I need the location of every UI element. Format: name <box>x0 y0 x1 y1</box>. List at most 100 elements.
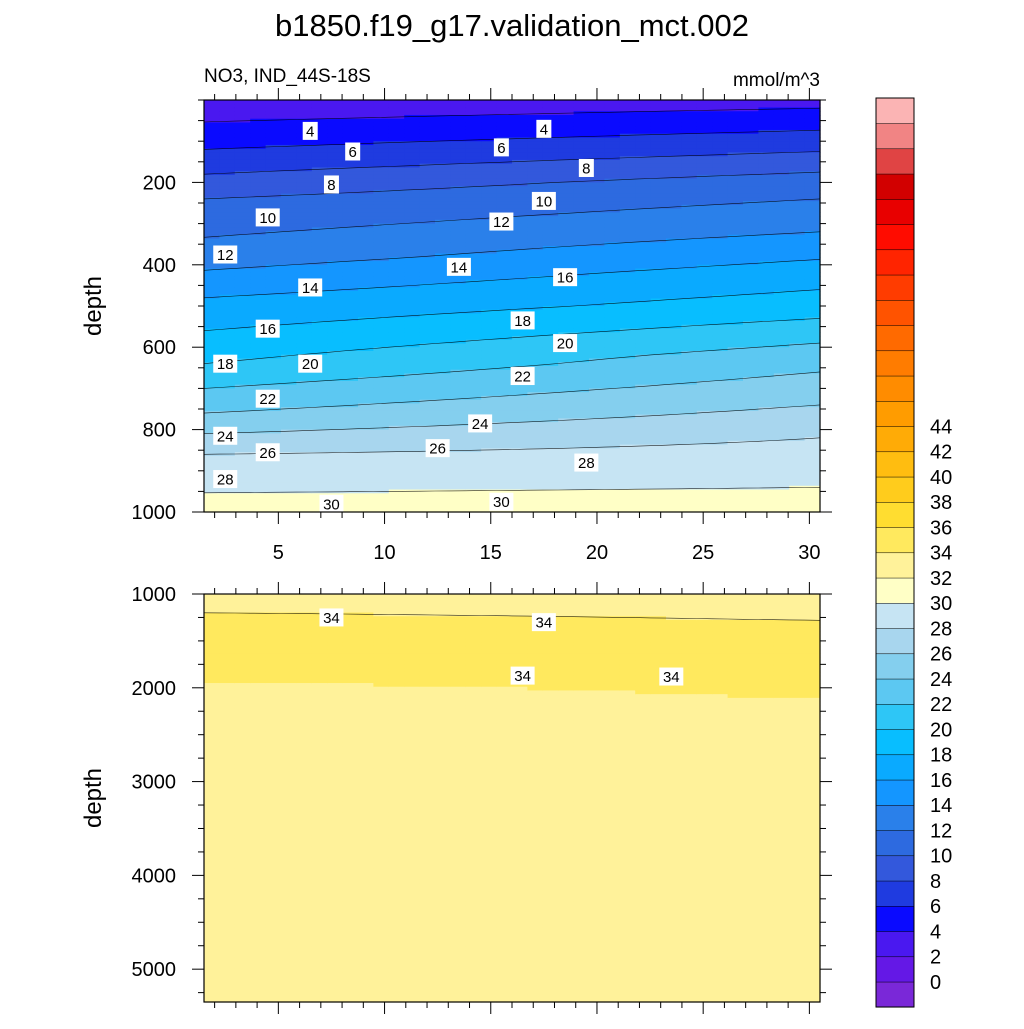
field-cell <box>373 149 389 153</box>
field-cell <box>296 486 312 490</box>
field-cell <box>789 111 805 115</box>
field-cell <box>435 171 451 175</box>
field-cell <box>620 141 636 145</box>
field-cell <box>497 433 513 437</box>
field-cell <box>512 107 528 111</box>
field-cell <box>635 171 651 175</box>
field-cell <box>235 141 251 145</box>
field-cell <box>805 310 821 314</box>
field-cell <box>604 287 620 291</box>
field-cell <box>666 186 682 190</box>
field-cell <box>420 475 436 479</box>
field-cell <box>481 347 497 351</box>
field-cell <box>620 497 636 501</box>
field-cell <box>651 254 667 258</box>
field-cell <box>327 456 343 460</box>
field-cell <box>235 650 251 654</box>
field-cell <box>420 111 436 115</box>
field-cell <box>681 347 697 351</box>
field-cell <box>805 460 821 464</box>
field-cell <box>450 475 466 479</box>
field-cell <box>666 261 682 265</box>
field-cell <box>219 939 235 943</box>
field-cell <box>481 284 497 288</box>
field-cell <box>527 403 543 407</box>
field-cell <box>435 328 451 332</box>
field-cell <box>420 287 436 291</box>
field-cell <box>219 739 235 743</box>
field-cell <box>789 115 805 119</box>
field-cell <box>266 186 282 190</box>
field-cell <box>343 445 359 449</box>
field-cell <box>481 269 497 273</box>
field-cell <box>681 179 697 183</box>
field-cell <box>404 182 420 186</box>
field-cell <box>527 265 543 269</box>
field-cell <box>512 242 528 246</box>
field-cell <box>389 291 405 295</box>
field-cell <box>281 134 297 138</box>
field-cell <box>281 156 297 160</box>
field-cell <box>204 598 220 602</box>
field-cell <box>389 201 405 205</box>
field-cell <box>435 373 451 377</box>
field-cell <box>296 212 312 216</box>
field-cell <box>805 328 821 332</box>
field-cell <box>743 257 759 261</box>
field-cell <box>420 460 436 464</box>
field-cell <box>497 328 513 332</box>
field-cell <box>404 205 420 209</box>
field-cell <box>651 355 667 359</box>
field-cell <box>219 980 235 984</box>
field-cell <box>235 616 251 620</box>
field-cell <box>758 418 774 422</box>
field-cell <box>697 452 713 456</box>
field-cell <box>651 272 667 276</box>
field-cell <box>435 493 451 497</box>
field-cell <box>435 107 451 111</box>
field-cell <box>389 197 405 201</box>
field-cell <box>635 160 651 164</box>
field-cell <box>250 418 266 422</box>
field-cell <box>743 370 759 374</box>
field-cell <box>697 164 713 168</box>
field-cell <box>666 321 682 325</box>
field-cell <box>312 463 328 467</box>
field-cell <box>250 182 266 186</box>
field-cell <box>358 261 374 265</box>
field-cell <box>327 400 343 404</box>
field-cell <box>450 433 466 437</box>
field-cell <box>235 104 251 108</box>
field-cell <box>358 156 374 160</box>
field-cell <box>774 235 790 239</box>
field-cell <box>527 156 543 160</box>
field-cell <box>327 340 343 344</box>
field-cell <box>204 779 220 783</box>
field-cell <box>604 321 620 325</box>
field-cell <box>558 216 574 220</box>
field-cell <box>712 407 728 411</box>
field-cell <box>574 362 590 366</box>
field-cell <box>574 310 590 314</box>
field-cell <box>219 798 235 802</box>
field-cell <box>266 246 282 250</box>
field-cell <box>512 216 528 220</box>
field-cell <box>250 817 266 821</box>
field-cell <box>235 284 251 288</box>
field-cell <box>466 130 482 134</box>
field-cell <box>235 957 251 961</box>
field-cell <box>219 787 235 791</box>
field-cell <box>250 362 266 366</box>
field-cell <box>481 299 497 303</box>
field-cell <box>420 377 436 381</box>
field-cell <box>266 272 282 276</box>
field-cell <box>358 145 374 149</box>
field-cell <box>466 231 482 235</box>
field-cell <box>635 130 651 134</box>
field-cell <box>204 205 220 209</box>
field-cell <box>235 716 251 720</box>
field-cell <box>543 175 559 179</box>
field-cell <box>758 141 774 145</box>
field-cell <box>404 392 420 396</box>
field-cell <box>666 209 682 213</box>
